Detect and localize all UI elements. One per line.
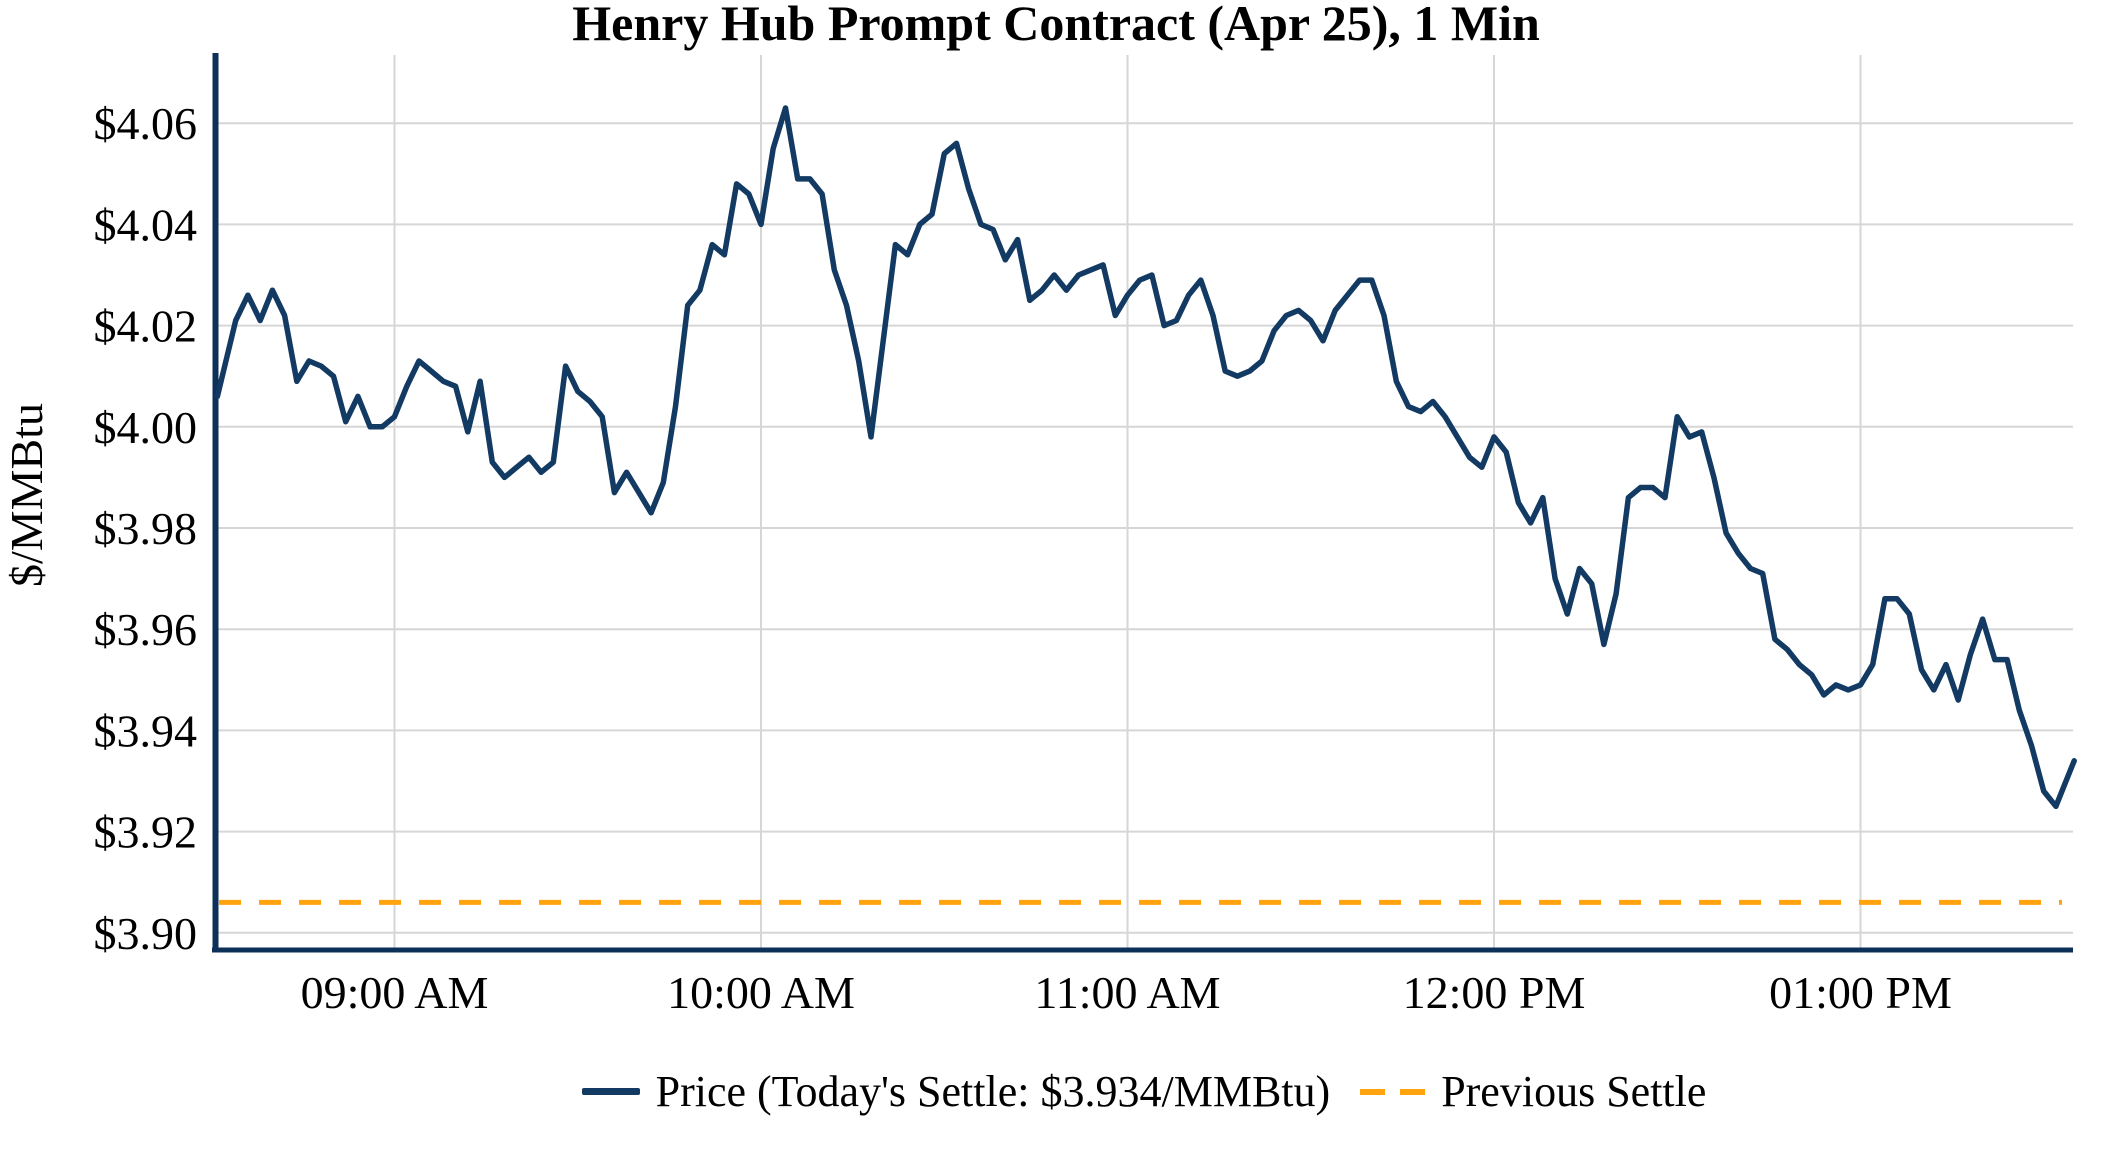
y-tick-label: $3.96 (94, 604, 198, 655)
y-tick-label: $4.02 (94, 301, 198, 352)
legend: Price (Today's Settle: $3.934/MMBtu) Pre… (215, 1066, 2073, 1117)
x-tick-label: 09:00 AM (301, 967, 489, 1018)
price-line-swatch-icon (581, 1088, 640, 1095)
y-tick-label: $3.98 (94, 503, 198, 554)
legend-item-previous-settle: Previous Settle (1360, 1066, 1706, 1117)
previous-settle-legend-label: Previous Settle (1441, 1067, 1707, 1116)
x-tick-label: 12:00 PM (1403, 967, 1586, 1018)
chart-title: Henry Hub Prompt Contract (Apr 25), 1 Mi… (572, 0, 1540, 51)
x-tick-label: 11:00 AM (1034, 967, 1220, 1018)
y-tick-label: $4.06 (94, 98, 198, 149)
y-tick-label: $4.00 (94, 402, 198, 453)
x-tick-label: 10:00 AM (667, 967, 855, 1018)
price-legend-label: Price (Today's Settle: $3.934/MMBtu) (655, 1067, 1331, 1116)
previous-settle-swatch-icon (1360, 1088, 1426, 1095)
y-tick-label: $3.92 (94, 807, 198, 858)
y-tick-label: $4.04 (94, 199, 198, 250)
price-line (214, 105, 2077, 810)
x-tick-label: 01:00 PM (1769, 967, 1952, 1018)
legend-item-price: Price (Today's Settle: $3.934/MMBtu) (581, 1066, 1331, 1117)
y-tick-label: $3.94 (94, 705, 198, 756)
y-tick-label: $3.90 (94, 908, 198, 959)
